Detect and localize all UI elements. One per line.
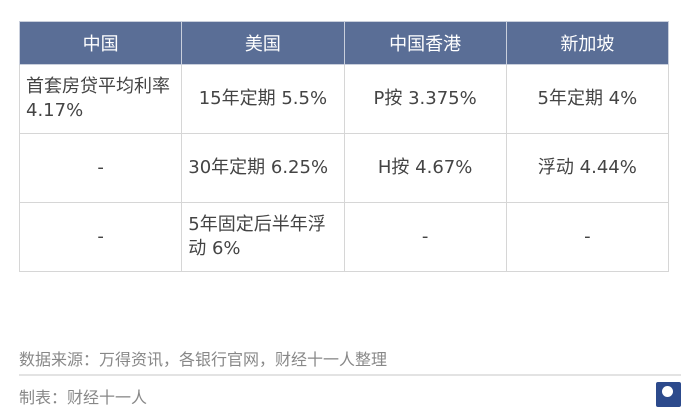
table-cell: 5年固定后半年浮动 6% bbox=[181, 202, 345, 272]
table-cell: - bbox=[505, 202, 670, 272]
header-china: 中国 bbox=[18, 21, 183, 65]
table-cell: - bbox=[18, 133, 183, 203]
table-cell: 首套房贷平均利率 4.17% bbox=[18, 64, 183, 134]
table-cell: 15年定期 5.5% bbox=[181, 64, 345, 134]
table-cell: 30年定期 6.25% bbox=[181, 133, 345, 203]
header-hongkong: 中国香港 bbox=[343, 21, 507, 65]
divider bbox=[19, 374, 681, 376]
table-row: - 30年定期 6.25% H按 4.67% 浮动 4.44% bbox=[18, 133, 670, 203]
table-cell: 浮动 4.44% bbox=[505, 133, 670, 203]
table-row: - 5年固定后半年浮动 6% - - bbox=[18, 202, 670, 272]
table-cell: P按 3.375% bbox=[343, 64, 507, 134]
table-cell: H按 4.67% bbox=[343, 133, 507, 203]
table-row: 首套房贷平均利率 4.17% 15年定期 5.5% P按 3.375% 5年定期… bbox=[18, 64, 670, 134]
rate-table: 中国 美国 中国香港 新加坡 首套房贷平均利率 4.17% 15年定期 5.5%… bbox=[18, 21, 670, 272]
header-singapore: 新加坡 bbox=[505, 21, 670, 65]
table-cell: - bbox=[343, 202, 507, 272]
table-cell: 5年定期 4% bbox=[505, 64, 670, 134]
logo-icon bbox=[656, 382, 681, 407]
maker-note: 制表：财经十一人 bbox=[19, 388, 148, 407]
header-row: 中国 美国 中国香港 新加坡 bbox=[18, 21, 670, 65]
table-cell: - bbox=[18, 202, 183, 272]
source-note: 数据来源：万得资讯，各银行官网，财经十一人整理 bbox=[19, 350, 388, 369]
header-usa: 美国 bbox=[181, 21, 345, 65]
